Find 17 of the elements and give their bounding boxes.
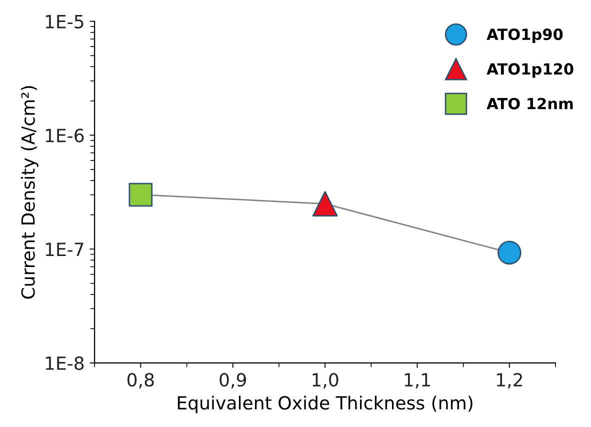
x-tick-label: 1,2 (497, 372, 522, 388)
y-tick-label: 1E-6 (46, 128, 84, 142)
y-tick-label: 1E-8 (46, 356, 84, 370)
x-axis-title: Equivalent Oxide Thickness (nm) (178, 396, 472, 414)
legend-label: ATO 12nm (486, 98, 573, 110)
x-tick-label: 1,1 (404, 373, 430, 388)
legend-label: ATO1p90 (486, 28, 563, 44)
x-tick-label: 1,0 (312, 372, 338, 388)
y-tick-label: 1E-5 (46, 15, 84, 28)
x-tick-label: 0,9 (220, 372, 246, 388)
legend-label: ATO1p120 (486, 63, 574, 78)
point (498, 240, 522, 265)
point (312, 191, 338, 216)
y-axis-title: Current Density (A/cm²) (20, 86, 38, 299)
y-tick-label: 1E-7 (46, 242, 84, 256)
x-tick-label: 0,8 (127, 372, 154, 388)
point (128, 182, 153, 207)
